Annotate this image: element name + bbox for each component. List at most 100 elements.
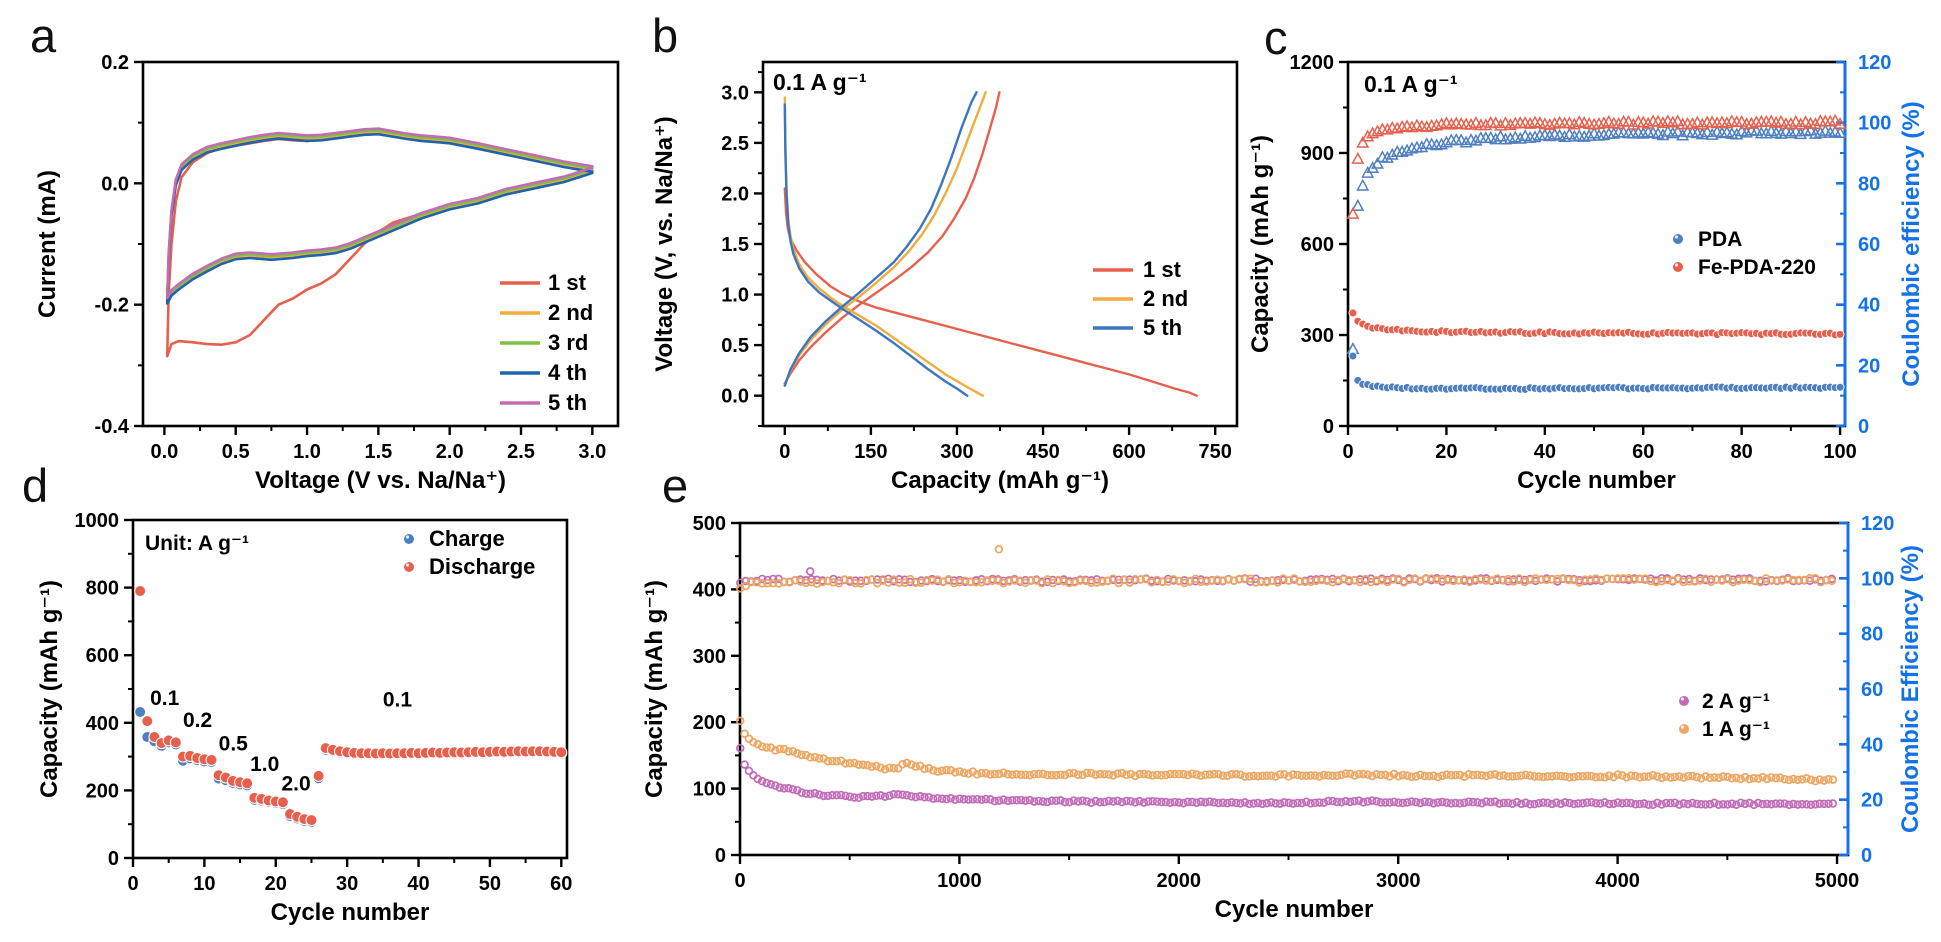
x-tick-label: 100 xyxy=(1823,441,1856,463)
legend-label: 5 th xyxy=(1143,315,1182,340)
x-tick-label: 0 xyxy=(779,441,790,463)
x-tick-label: 40 xyxy=(407,873,429,895)
series-5th discharge xyxy=(783,103,969,397)
legend-label: 3 rd xyxy=(548,330,588,355)
x-tick-label: 2.5 xyxy=(507,441,535,463)
legend-label: Charge xyxy=(429,526,505,551)
legend-marker-2 A g⁻¹ xyxy=(1679,696,1689,706)
y-tick-label: 400 xyxy=(86,713,119,735)
legend-label: 1 st xyxy=(1143,257,1182,282)
legend-label: 1 A g⁻¹ xyxy=(1702,718,1770,741)
legend-label: 2 nd xyxy=(548,300,593,325)
series-Discharge xyxy=(134,584,568,827)
right-y-tick-label: 80 xyxy=(1861,624,1883,646)
series-Fe-PDA-220 efficiency xyxy=(1346,113,1847,219)
x-tick-label: 5000 xyxy=(1815,870,1860,892)
series-2 A/g capacity xyxy=(735,743,1838,810)
y-tick-label: 1.0 xyxy=(721,285,749,307)
x-axis-title: Cycle number xyxy=(271,899,430,926)
x-tick-label: 1000 xyxy=(937,870,982,892)
plot-frame-b xyxy=(761,60,1239,428)
y-axis-title: Voltage (V, vs. Na/Na⁺) xyxy=(651,116,678,371)
y-tick-label: 0 xyxy=(108,848,119,870)
legend-marker-Fe-PDA-220 xyxy=(1673,262,1683,272)
annotation: 0.1 A g⁻¹ xyxy=(773,69,867,95)
annotation: 0.2 xyxy=(183,709,212,732)
right-y-tick-label: 20 xyxy=(1858,355,1880,377)
y-axis-title: Capacity (mAh g⁻¹) xyxy=(1247,135,1274,353)
x-tick-label: 10 xyxy=(193,873,215,895)
right-y-tick-label: 60 xyxy=(1861,679,1883,701)
y-axis-title: Capacity (mAh g⁻¹) xyxy=(36,580,63,798)
annotation: 2.0 xyxy=(281,772,310,795)
legend-label: Fe-PDA-220 xyxy=(1698,256,1816,279)
right-y-tick-label: 20 xyxy=(1861,790,1883,812)
x-tick-label: 60 xyxy=(550,873,572,895)
x-tick-label: 3.0 xyxy=(578,441,606,463)
y-tick-label: 1.5 xyxy=(721,234,749,256)
series-1 A/g efficiency xyxy=(735,545,1837,593)
x-tick-label: 3000 xyxy=(1376,870,1421,892)
right-y-tick-label: 60 xyxy=(1858,234,1880,256)
panel-letter-a: a xyxy=(30,9,57,62)
annotation: Unit: A g⁻¹ xyxy=(145,532,249,555)
legend-label: 2 nd xyxy=(1143,286,1188,311)
legend-label: PDA xyxy=(1698,228,1742,251)
x-tick-label: 80 xyxy=(1731,441,1753,463)
legend-label: 4 th xyxy=(548,360,587,385)
y-tick-label: -0.2 xyxy=(95,295,129,317)
y-tick-label: 0.5 xyxy=(721,335,749,357)
legend-marker-Discharge xyxy=(404,562,414,572)
panel-c xyxy=(1339,60,1847,435)
series-Fe-PDA-220 capacity xyxy=(1348,308,1845,340)
annotation: 1.0 xyxy=(250,753,279,776)
annotation: 0.1 A g⁻¹ xyxy=(1364,71,1458,97)
x-tick-label: 450 xyxy=(1026,441,1059,463)
y-tick-label: 200 xyxy=(693,712,726,734)
panel-letter-b: b xyxy=(652,9,679,62)
x-tick-label: 150 xyxy=(854,441,887,463)
legend-label: 5 th xyxy=(548,390,587,415)
y-tick-label: 0.0 xyxy=(721,386,749,408)
y-tick-label: 0.0 xyxy=(101,173,129,195)
x-tick-label: 0 xyxy=(127,873,138,895)
annotation: 0.1 xyxy=(150,687,180,710)
right-y-tick-label: 0 xyxy=(1861,845,1872,867)
x-tick-label: 20 xyxy=(265,873,287,895)
y-tick-label: 2.0 xyxy=(721,183,749,205)
x-tick-label: 0 xyxy=(1342,441,1353,463)
x-tick-label: 300 xyxy=(940,441,973,463)
series-5 th xyxy=(165,127,594,300)
panel-letter-c: c xyxy=(1264,11,1288,64)
y-tick-label: -0.4 xyxy=(95,416,130,438)
y-tick-label: 600 xyxy=(86,645,119,667)
x-tick-label: 600 xyxy=(1112,441,1145,463)
y-tick-label: 100 xyxy=(693,779,726,801)
legend-label: 2 A g⁻¹ xyxy=(1702,690,1770,713)
x-tick-label: 2000 xyxy=(1157,870,1202,892)
right-y-tick-label: 80 xyxy=(1858,173,1880,195)
x-tick-label: 1.0 xyxy=(293,441,321,463)
y-tick-label: 3.0 xyxy=(721,82,749,104)
series-1 A/g capacity xyxy=(735,716,1838,786)
x-tick-label: 60 xyxy=(1632,441,1654,463)
y-tick-label: 900 xyxy=(1301,143,1334,165)
y-tick-label: 0.2 xyxy=(101,52,129,74)
x-tick-label: 1.5 xyxy=(364,441,392,463)
series-1st charge xyxy=(783,91,1001,385)
y-tick-label: 200 xyxy=(86,780,119,802)
y-tick-label: 800 xyxy=(86,578,119,600)
x-tick-label: 0 xyxy=(734,870,745,892)
x-tick-label: 50 xyxy=(479,873,501,895)
legend-marker-Charge xyxy=(404,534,414,544)
y-tick-label: 300 xyxy=(1301,325,1334,347)
panel-a xyxy=(134,60,620,435)
series-1 st xyxy=(165,127,594,358)
panel-d xyxy=(124,518,569,867)
x-tick-label: 750 xyxy=(1199,441,1232,463)
right-y-tick-label: 40 xyxy=(1858,295,1880,317)
y-tick-label: 1200 xyxy=(1290,52,1335,74)
legend-label: 1 st xyxy=(548,270,587,295)
x-axis-title: Capacity (mAh g⁻¹) xyxy=(891,467,1109,494)
y-tick-label: 400 xyxy=(693,579,726,601)
